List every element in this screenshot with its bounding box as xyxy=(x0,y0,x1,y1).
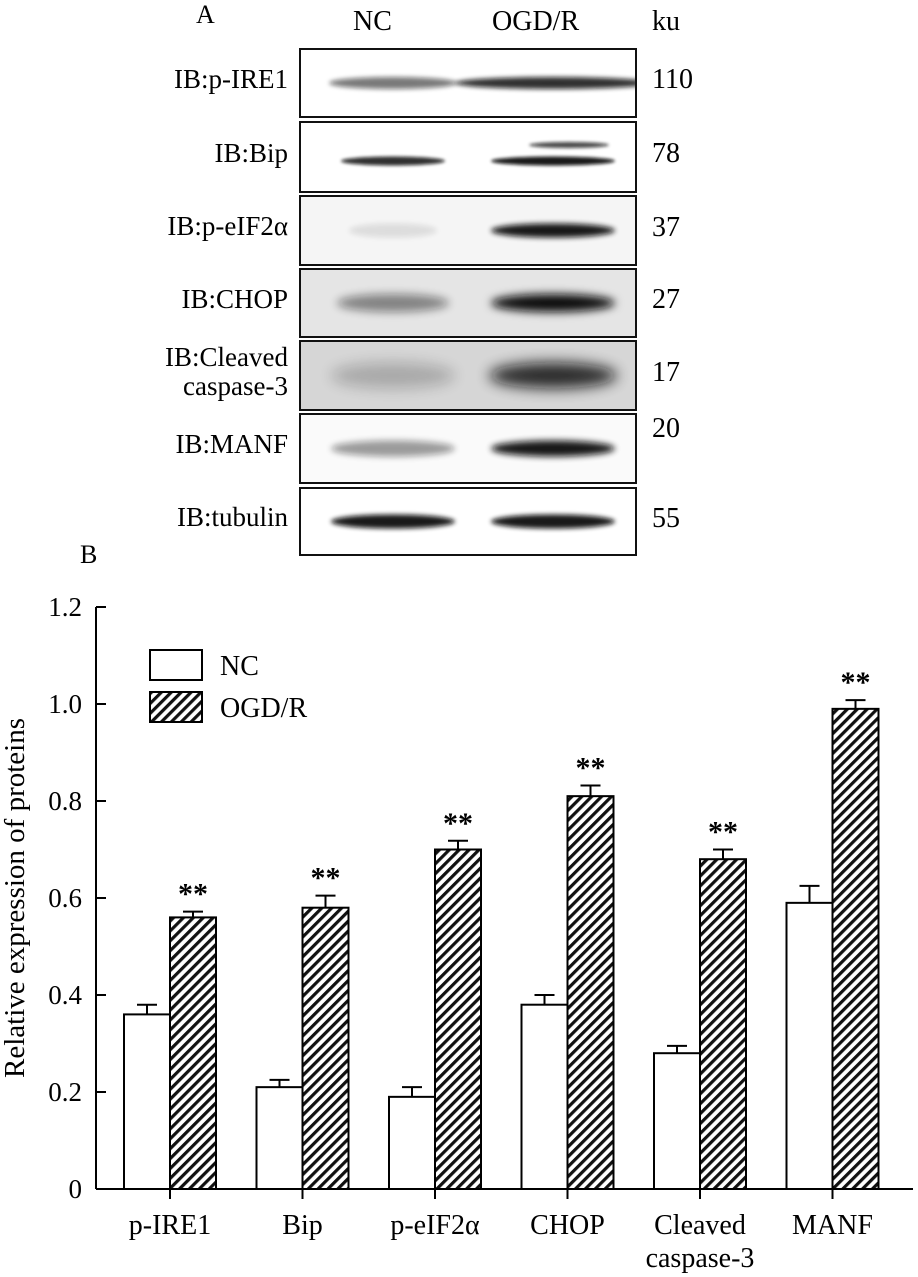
x-tick-label: Cleaved caspase-3 xyxy=(646,1210,755,1274)
significance-marker: ** xyxy=(576,751,606,784)
blot-image xyxy=(299,121,637,193)
x-tick-label: p-eIF2α xyxy=(390,1210,480,1241)
molecular-weight-label: 37 xyxy=(652,211,680,243)
blot-label: IB:p-IRE1 xyxy=(174,63,288,94)
column-header-ogdr: OGD/R xyxy=(492,6,580,37)
band-nc xyxy=(341,156,445,166)
blot-label: IB:Cleaved caspase-3 xyxy=(165,341,288,401)
x-tick-label: CHOP xyxy=(530,1210,605,1241)
x-tick-label: p-IRE1 xyxy=(129,1210,211,1241)
blot-image xyxy=(299,340,637,411)
blot-image xyxy=(299,487,637,556)
significance-marker: ** xyxy=(841,666,871,699)
band-nc xyxy=(331,440,455,457)
band-ogdr xyxy=(491,440,615,457)
legend-swatch-ogdr xyxy=(149,691,203,723)
kd-unit-label: ku xyxy=(652,6,680,37)
band-nc xyxy=(331,514,455,529)
blot-label: IB:Bip xyxy=(214,137,288,168)
blot-label: IB:tubulin xyxy=(176,502,288,532)
legend-label: OGD/R xyxy=(220,693,307,724)
molecular-weight-label: 20 xyxy=(652,412,680,444)
bar-ogdr xyxy=(831,707,880,1190)
bar-ogdr xyxy=(301,906,350,1190)
band-nc xyxy=(337,294,449,312)
molecular-weight-label: 55 xyxy=(652,502,680,534)
band-nc xyxy=(331,362,455,389)
y-tick-label: 0.6 xyxy=(48,883,82,913)
blot-image xyxy=(299,268,637,338)
molecular-weight-label: 17 xyxy=(652,356,680,388)
molecular-weight-label: 110 xyxy=(652,64,693,95)
x-tick-label: Bip xyxy=(282,1210,322,1241)
band-ogdr xyxy=(491,514,615,529)
significance-marker: ** xyxy=(311,862,341,895)
y-tick-label: 0.8 xyxy=(48,786,82,816)
band-nc xyxy=(349,223,437,238)
y-tick-label: 0.4 xyxy=(48,980,82,1010)
blot-label: IB:CHOP xyxy=(181,283,288,314)
bar-ogdr xyxy=(566,795,615,1191)
bar-nc xyxy=(785,901,834,1190)
bar-nc xyxy=(388,1095,436,1190)
band-nc xyxy=(329,77,457,89)
panel-b-label: B xyxy=(80,540,98,569)
y-axis-label: Relative expression of proteins xyxy=(0,718,31,1078)
bar-nc xyxy=(520,1003,569,1191)
bar-nc xyxy=(123,1013,171,1191)
x-tick-label: MANF xyxy=(792,1210,873,1241)
blot-image xyxy=(299,413,637,484)
blot-label: IB:MANF xyxy=(175,429,288,459)
blot-image xyxy=(299,195,637,266)
bar-nc xyxy=(255,1086,304,1191)
significance-marker: ** xyxy=(178,878,208,911)
band-ogdr xyxy=(491,294,615,312)
bar-ogdr xyxy=(434,848,482,1190)
y-tick-label: 1.2 xyxy=(48,592,82,622)
blot-image xyxy=(299,48,637,118)
molecular-weight-label: 78 xyxy=(652,138,680,169)
band-ogdr xyxy=(491,156,615,166)
blot-label: IB:p-eIF2α xyxy=(167,211,288,241)
column-header-nc: NC xyxy=(353,6,392,37)
y-tick-label: 0 xyxy=(69,1174,83,1204)
band-ogdr xyxy=(491,223,615,238)
significance-marker: ** xyxy=(443,807,473,840)
y-tick-label: 0.2 xyxy=(48,1077,82,1107)
band-ogdr xyxy=(489,362,617,389)
bar-ogdr xyxy=(699,858,747,1190)
band-ogdr-upper xyxy=(529,142,609,148)
bar-nc xyxy=(653,1052,701,1190)
bar-ogdr xyxy=(169,916,217,1191)
panel-a-label: A xyxy=(196,0,215,29)
band-ogdr xyxy=(455,77,635,89)
legend-label: NC xyxy=(220,651,259,682)
significance-marker: ** xyxy=(708,816,738,849)
y-tick-label: 1.0 xyxy=(48,689,82,719)
legend-swatch-nc xyxy=(149,649,203,681)
molecular-weight-label: 27 xyxy=(652,284,680,315)
